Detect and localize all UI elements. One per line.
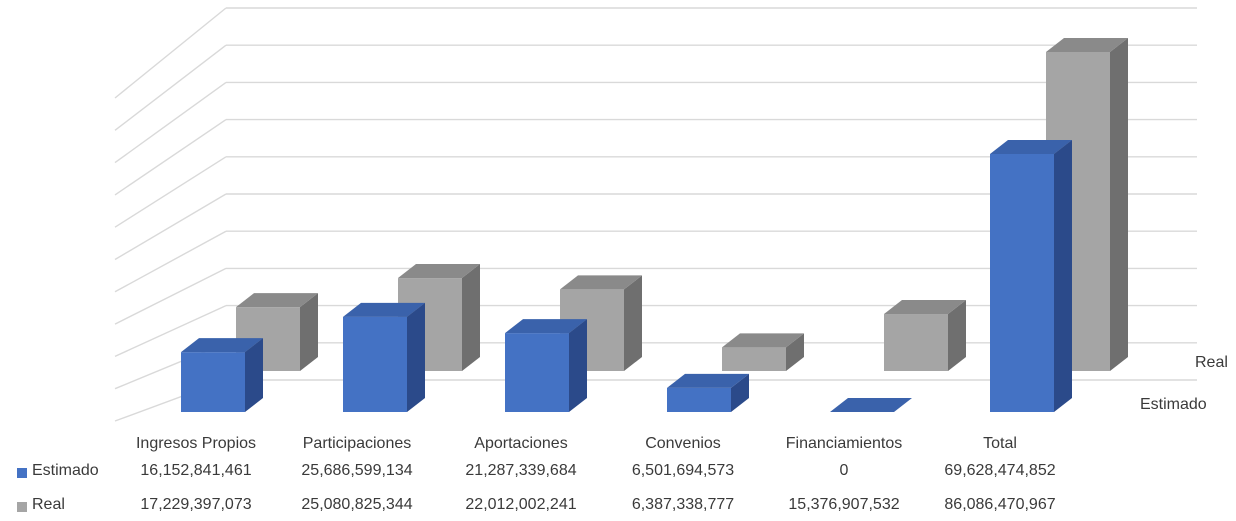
gridline-diag <box>114 230 227 293</box>
estimado-bar-0 <box>181 338 263 412</box>
gridline-diag <box>114 119 227 196</box>
category-label: Total <box>983 435 1017 452</box>
category-label: Aportaciones <box>474 435 568 452</box>
category-label: Convenios <box>645 435 721 452</box>
category-label: Financiamientos <box>785 435 903 452</box>
gridline-diag <box>114 267 227 325</box>
estimado-bar-4 <box>830 398 912 412</box>
category-label: Ingresos Propios <box>135 435 257 452</box>
table-cell: 15,376,907,532 <box>788 496 900 513</box>
table-cell: 25,686,599,134 <box>301 462 413 479</box>
legend-swatch <box>17 468 27 478</box>
category-label: Participaciones <box>302 435 412 452</box>
table-cell: 22,012,002,241 <box>465 496 577 513</box>
gridline-diag <box>114 156 227 228</box>
legend-swatch <box>17 502 27 512</box>
table-cell: 17,229,397,073 <box>140 496 252 513</box>
table-cell: 16,152,841,461 <box>140 462 252 479</box>
gridline-diag <box>114 44 227 131</box>
series-estimado <box>181 140 1072 412</box>
table-cell: 0 <box>839 462 849 479</box>
legend-label: Estimado <box>32 462 99 479</box>
table-cell: 6,387,338,777 <box>631 496 735 513</box>
table-cell: 86,086,470,967 <box>944 496 1056 513</box>
gridline-diag <box>114 81 227 164</box>
depth-label-real: Real <box>1195 354 1228 371</box>
real-bar-4 <box>884 300 966 371</box>
table-cell: 69,628,474,852 <box>944 462 1056 479</box>
gridline-diag <box>114 193 227 261</box>
table-cell: 25,080,825,344 <box>301 496 413 513</box>
real-bar-3 <box>722 333 804 371</box>
gridline-diag <box>114 304 227 358</box>
estimado-bar-1 <box>343 302 425 412</box>
gridline-diag <box>114 7 227 99</box>
estimado-bar-5 <box>990 140 1072 412</box>
estimado-bar-3 <box>667 373 749 412</box>
depth-label-estimado: Estimado <box>1140 396 1207 413</box>
estimado-bar-2 <box>505 319 587 412</box>
table-cell: 6,501,694,573 <box>631 462 735 479</box>
legend-label: Real <box>32 496 65 513</box>
table-cell: 21,287,339,684 <box>465 462 577 479</box>
